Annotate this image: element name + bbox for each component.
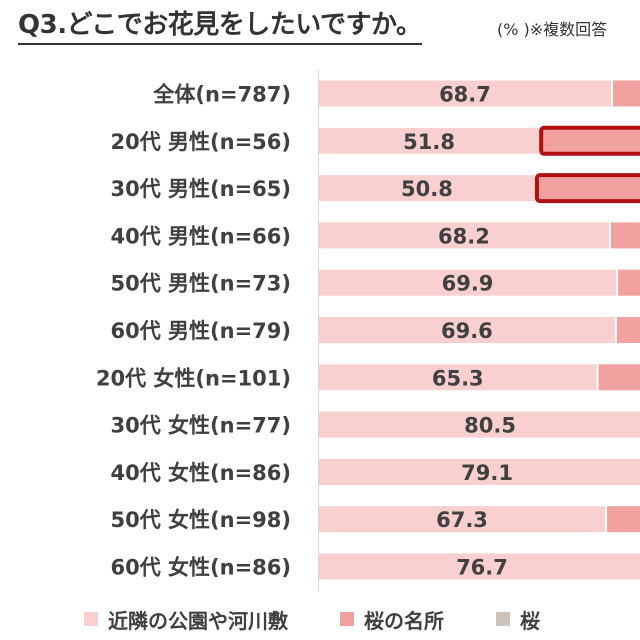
category-label: 60代 男性(n=79): [111, 319, 292, 343]
bar-segment-nearby-park: [319, 80, 611, 107]
bar-segment-nearby-park: [319, 553, 640, 580]
bar-segment-sakura-spot: [607, 506, 640, 533]
bar-segment-nearby-park: [319, 411, 640, 438]
category-label: 30代 男性(n=65): [111, 177, 292, 201]
value-label: 69.9: [442, 272, 494, 296]
category-label: 60代 女性(n=86): [111, 556, 292, 580]
chart-subtitle: (% )※複数回答: [497, 20, 608, 39]
legend-swatch: [84, 612, 98, 626]
bar-segment-nearby-park: [319, 127, 540, 154]
bar-segment-sakura-spot: [610, 222, 640, 249]
category-label: 50代 男性(n=73): [111, 272, 292, 296]
bar-segment-sakura-spot: [598, 364, 640, 391]
bar-chart: 全体(n=787) 20代 男性(n=56) 30代 男性(n=65) 40代 男性(…: [96, 70, 640, 592]
category-label: 20代 男性(n=56): [111, 130, 292, 154]
legend-item: 近隣の公園や河川敷: [84, 605, 288, 634]
legend-item: 桜の名所: [340, 605, 444, 634]
value-label: 80.5: [464, 414, 516, 438]
legend-item: 桜: [496, 605, 540, 634]
legend-label: 桜の名所: [364, 608, 444, 633]
value-label: 51.8: [403, 130, 455, 154]
value-label: 68.2: [438, 224, 490, 248]
category-label: 40代 男性(n=66): [111, 224, 292, 248]
value-label: 65.3: [432, 366, 484, 390]
value-labels: 68.7 51.8 50.8 68.2 69.9 69.6 65.3 80.5 79.1 67.3…: [401, 83, 516, 580]
category-label: 40代 女性(n=86): [111, 461, 292, 485]
bar-segment-sakura-spot-highlight: [539, 125, 640, 156]
legend-label: 近隣の公園や河川敷: [108, 608, 288, 633]
bar-segment-nearby-park: [319, 269, 617, 296]
chart-title: Q3.どこでお花見をしたいですか。: [18, 4, 422, 45]
value-label: 50.8: [401, 177, 453, 201]
bar-segment-sakura-spot-highlight: [534, 173, 640, 204]
bar-segment-sakura-spot: [618, 269, 640, 296]
bar-segment-nearby-park: [319, 458, 640, 485]
category-labels: 全体(n=787) 20代 男性(n=56) 30代 男性(n=65) 40代 男性(…: [96, 83, 291, 580]
bar-segment-nearby-park: [319, 317, 615, 343]
category-label: 全体(n=787): [152, 83, 291, 107]
bars: [319, 80, 640, 580]
category-label: 20代 女性(n=101): [96, 366, 291, 390]
category-label: 30代 女性(n=77): [111, 414, 292, 438]
bar-segment-nearby-park: [319, 364, 597, 391]
value-label: 68.7: [439, 83, 491, 107]
bar-segment-nearby-park: [319, 175, 535, 202]
bar-segment-sakura-spot: [612, 80, 640, 107]
bar-segment-sakura-spot: [616, 317, 640, 343]
bar-segment-nearby-park: [319, 222, 609, 249]
legend-swatch: [496, 612, 510, 626]
value-label: 69.6: [441, 319, 493, 343]
value-label: 79.1: [461, 461, 513, 485]
legend-label: 桜: [520, 608, 540, 633]
legend-swatch: [340, 612, 354, 626]
category-label: 50代 女性(n=98): [111, 508, 292, 532]
legend: 近隣の公園や河川敷 桜の名所 桜: [84, 604, 592, 634]
bar-segment-nearby-park: [319, 506, 606, 533]
value-label: 76.7: [456, 556, 508, 580]
value-label: 67.3: [436, 508, 488, 532]
